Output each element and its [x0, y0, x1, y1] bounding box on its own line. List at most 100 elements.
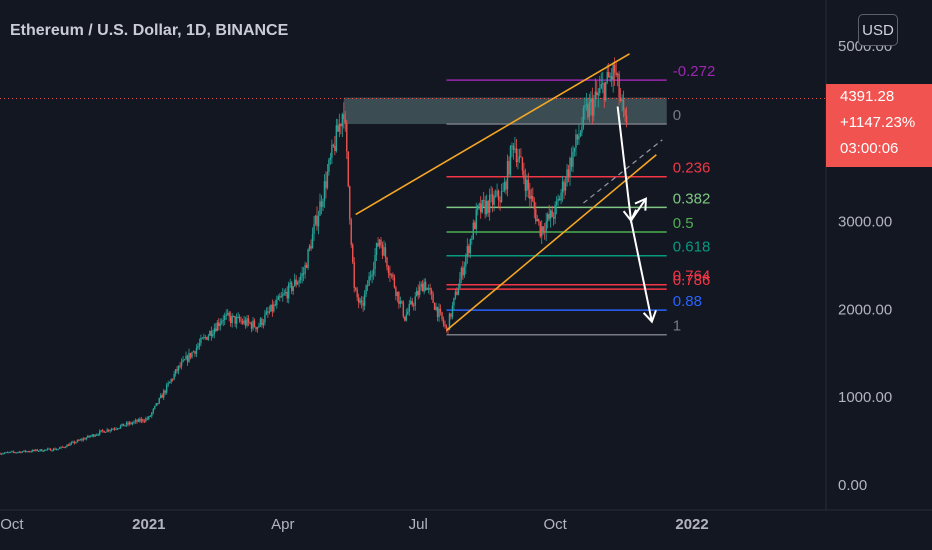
candle-body: [69, 443, 71, 446]
candle-body: [469, 239, 471, 254]
candle-body: [238, 316, 241, 321]
candle-body: [323, 181, 326, 202]
time-tick-label: Oct: [0, 516, 24, 533]
candle-body: [399, 300, 402, 304]
resistance-zone: [343, 97, 667, 125]
candle-body: [179, 365, 181, 367]
candle-body: [518, 156, 521, 160]
fib-level-label: 0.88: [673, 293, 702, 310]
time-axis[interactable]: Oct 2021 Apr Jul Oct 2022: [0, 516, 709, 533]
candle-body: [334, 145, 336, 152]
price-tick-label: 1000.00: [838, 389, 892, 406]
candle-body: [84, 438, 86, 440]
candle-body: [165, 384, 168, 393]
candle-body: [292, 286, 294, 292]
fib-level-label: 0.236: [673, 160, 711, 177]
candle-body: [567, 169, 570, 177]
candle-body: [101, 430, 104, 432]
candle-body: [436, 306, 439, 318]
candle-body: [549, 210, 552, 219]
candle-body: [104, 431, 107, 433]
candle-body: [337, 125, 339, 132]
candle-body: [154, 405, 156, 409]
candle-body: [374, 254, 376, 270]
candle-body: [8, 452, 10, 454]
candle-body: [131, 422, 134, 424]
candle-body: [314, 215, 317, 225]
candle-body: [228, 312, 230, 317]
candle-body: [485, 200, 488, 215]
bar-countdown: 03:00:06: [840, 140, 899, 157]
candle-body: [194, 351, 196, 354]
candle-body: [411, 300, 413, 306]
candle-body: [163, 390, 165, 398]
candle-body: [578, 135, 580, 140]
candle-body: [67, 444, 70, 446]
candle-body: [344, 119, 346, 124]
candle-body: [416, 290, 418, 297]
candle-body: [85, 437, 88, 440]
candle-body: [237, 316, 239, 318]
candle-body: [52, 448, 55, 451]
candle-body: [408, 303, 410, 312]
candle-body: [468, 246, 470, 254]
candle-body: [372, 269, 375, 275]
candle-body: [593, 99, 595, 116]
candle-body: [491, 194, 494, 205]
candle-body: [359, 300, 361, 303]
candle-body: [45, 449, 47, 451]
candle-body: [496, 190, 498, 196]
time-tick-label: Jul: [409, 516, 428, 533]
candle-body: [0, 453, 1, 455]
candle-body: [259, 318, 262, 326]
candle-body: [255, 326, 257, 330]
candle-body: [407, 311, 409, 315]
candle-body: [240, 320, 242, 322]
trendline-layer: [355, 53, 663, 331]
candle-body: [478, 203, 480, 206]
candle-body: [201, 337, 204, 339]
candle-body: [481, 200, 483, 213]
candle-body: [110, 429, 113, 431]
candle-body: [561, 181, 564, 193]
candle-body: [140, 419, 143, 422]
trendline: [355, 53, 630, 216]
candle-body: [160, 395, 162, 399]
candle-body: [438, 308, 440, 318]
candle-body: [573, 147, 576, 152]
candle-body: [615, 72, 617, 76]
candle-body: [213, 328, 216, 335]
candle-body: [302, 273, 305, 275]
fib-level-label: 0.5: [673, 215, 694, 232]
candle-body: [610, 76, 613, 80]
candle-body: [136, 420, 138, 422]
candle-body: [73, 441, 76, 444]
candle-body: [307, 249, 309, 268]
candle-body: [350, 219, 352, 245]
candle-body: [177, 365, 180, 371]
candle-body: [585, 104, 588, 106]
candle-body: [493, 195, 495, 205]
candle-body: [472, 222, 474, 239]
candle-body: [289, 282, 291, 284]
candle-body: [142, 419, 144, 422]
candle-body: [451, 305, 454, 317]
candle-body: [322, 201, 324, 207]
candle-body: [124, 425, 126, 427]
candle-body: [427, 288, 430, 290]
candle-body: [311, 234, 314, 249]
candle-body: [572, 151, 574, 167]
candle-body: [450, 313, 452, 317]
candles-layer: [0, 57, 628, 455]
candle-body: [5, 452, 7, 454]
candle-body: [216, 322, 218, 332]
candle-body: [286, 291, 288, 299]
candle-body: [203, 336, 205, 338]
candle-body: [432, 293, 434, 303]
candle-body: [99, 430, 101, 435]
candle-body: [127, 422, 129, 425]
candle-body: [441, 312, 443, 320]
price-tick-label: 0.00: [838, 477, 867, 494]
currency-button[interactable]: USD: [858, 14, 898, 46]
